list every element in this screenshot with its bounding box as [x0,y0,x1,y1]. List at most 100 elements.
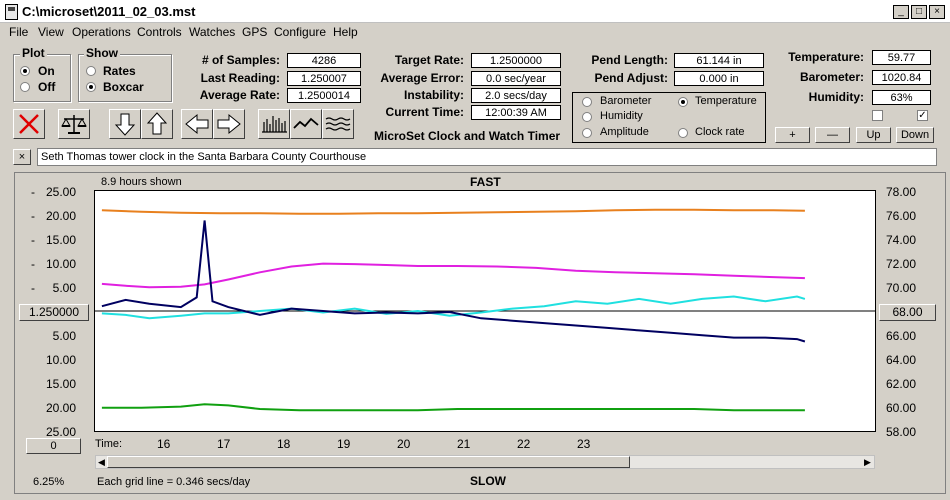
scroll-right-icon[interactable]: ▶ [864,457,871,467]
target-rate-field[interactable]: 1.2500000 [471,53,561,68]
menu-watches[interactable]: Watches [189,25,236,39]
scrollbar-thumb[interactable] [107,456,630,468]
zoom-label: 6.25% [33,476,65,488]
average-error-label: Average Error: [380,71,464,85]
show-rates-radio[interactable] [86,66,96,76]
show-group [78,54,172,102]
arrow-left-icon [185,113,209,135]
minimize-button[interactable]: _ [893,5,909,19]
up-arrow-button[interactable] [141,109,173,139]
menu-file[interactable]: File [9,25,29,39]
right-arrow-button[interactable] [213,109,245,139]
left-dash: - [31,209,35,223]
left-dash: - [31,233,35,247]
right-tick-66: 66.00 [886,329,917,343]
barometer-reading-label: Barometer: [799,70,864,84]
plus-button[interactable]: + [775,127,810,143]
pend-length-field[interactable]: 61.144 in [674,53,764,68]
temperature-radio[interactable] [678,97,688,107]
fast-label: FAST [470,175,501,189]
x-label-21: 21 [457,437,471,451]
left-arrow-button[interactable] [181,109,213,139]
x-label-18: 18 [277,437,291,451]
menu-gps[interactable]: GPS [242,25,268,39]
left-tick-25-top: 25.00 [45,185,76,199]
pend-adjust-field[interactable]: 0.000 in [674,71,764,86]
app-name-label: MicroSet Clock and Watch Timer [374,129,561,143]
humidity-radio[interactable] [582,112,592,122]
balance-scale-icon [61,115,87,134]
amplitude-radio[interactable] [582,128,592,138]
series-line-amplitude [101,295,806,320]
right-center-button[interactable]: 68.00 [879,304,936,321]
close-x-icon [19,114,39,134]
series-select-box [572,92,766,143]
waveform-button[interactable] [322,109,354,139]
instability-label: Instability: [403,88,464,102]
right-tick-62: 62.00 [886,377,917,391]
histogram-icon [262,116,287,133]
amplitude-label: Amplitude [600,126,649,138]
show-rates-label: Rates [103,64,136,78]
humidity-field: 63% [872,90,931,105]
stop-button[interactable] [13,109,45,139]
description-field[interactable]: Seth Thomas tower clock in the Santa Bar… [37,148,937,166]
line-graph-icon [293,117,319,129]
minus-button[interactable]: — [815,127,850,143]
menu-bar: File View Operations Controls Watches GP… [0,23,950,41]
plot-group-title: Plot [20,46,47,60]
center-value-button[interactable]: 1.250000 [19,304,89,321]
menu-view[interactable]: View [38,25,64,39]
right-tick-72: 72.00 [886,257,917,271]
down-arrow-button[interactable] [109,109,141,139]
plot-panel [14,172,946,494]
menu-help[interactable]: Help [333,25,358,39]
maximize-button[interactable]: □ [911,5,927,19]
temperature-label: Temperature [695,95,757,107]
clear-description-button[interactable]: × [13,149,31,165]
plot-canvas [94,190,876,432]
series-line-temperature [101,403,805,412]
plot-on-radio[interactable] [20,66,30,76]
up-button[interactable]: Up [856,127,891,143]
arrow-down-icon [114,113,136,136]
offset-button[interactable]: 0 [26,438,81,454]
app-icon[interactable] [5,4,18,20]
menu-operations[interactable]: Operations [72,25,131,39]
show-boxcar-radio[interactable] [86,82,96,92]
down-button[interactable]: Down [896,127,934,143]
barometer-field: 1020.84 [872,70,931,85]
left-tick-10-bottom: 10.00 [45,353,76,367]
right-tick-58: 58.00 [886,425,917,439]
menu-configure[interactable]: Configure [274,25,327,39]
x-label-23: 23 [577,437,591,451]
close-window-button[interactable]: × [929,5,945,19]
x-label-19: 19 [337,437,351,451]
plot-off-radio[interactable] [20,82,30,92]
series-line-barometer [101,208,805,215]
right-tick-74: 74.00 [886,233,917,247]
right-tick-76: 76.00 [886,209,917,223]
barometer-radio[interactable] [582,97,592,107]
right-tick-64: 64.00 [886,353,917,367]
menu-controls[interactable]: Controls [137,25,182,39]
plot-on-label: On [38,64,55,78]
slow-label: SLOW [470,474,506,488]
temperature-field: 59.77 [872,50,931,65]
clock-rate-label: Clock rate [695,126,745,138]
humidity-label: Humidity [600,110,643,122]
temperature-reading-label: Temperature: [788,50,864,64]
average-error-field: 0.0 sec/year [471,71,561,86]
balance-button[interactable] [58,109,90,139]
show-group-title: Show [84,46,120,60]
checkbox-2[interactable]: ✓ [917,110,928,121]
time-axis-label: Time: [95,438,123,450]
histogram-button[interactable] [258,109,290,139]
right-tick-70: 70.00 [886,281,917,295]
clock-rate-radio[interactable] [678,128,688,138]
scroll-left-icon[interactable]: ◀ [98,457,105,467]
left-dash: - [31,281,35,295]
checkbox-1[interactable] [872,110,883,121]
series-line-clock-rate [101,220,806,343]
line-graph-button[interactable] [290,109,322,139]
